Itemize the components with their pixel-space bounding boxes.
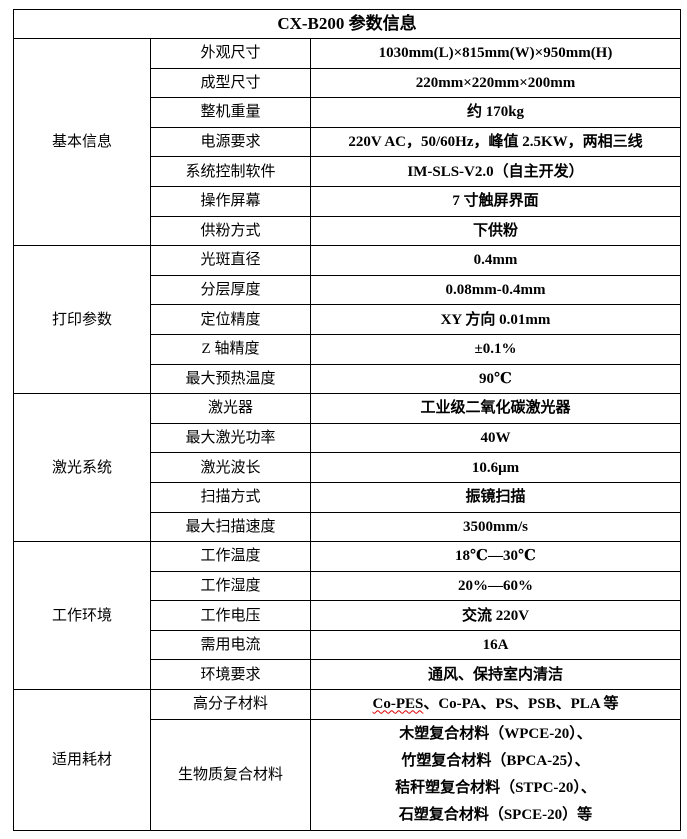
param-value: 20%—60% (310, 570, 681, 602)
param-label: 定位精度 (150, 304, 311, 335)
param-value: XY 方向 0.01mm (310, 304, 681, 335)
value-part: Co-PES (372, 696, 424, 713)
table-row: 供粉方式 下供粉 (14, 215, 681, 247)
param-label: 整机重量 (150, 97, 311, 128)
table-row: 工作环境 工作温度 18℃—30℃ (13, 541, 681, 691)
param-label: 需用电流 (150, 629, 311, 661)
param-value: 10.6μm (310, 452, 681, 483)
param-label: 电源要求 (150, 126, 311, 158)
param-value: 3500mm/s (310, 511, 681, 543)
param-label: 工作湿度 (150, 570, 311, 602)
group-name: 激光系统 (13, 393, 151, 543)
material-line: 木塑复合材料（WPCE-20）、 (399, 725, 592, 742)
param-value: 220mm×220mm×200mm (310, 67, 681, 99)
table-row: 适用耗材 高分子材料 Co-PES、Co-PA、PS、PSB、PLA 等 (13, 689, 681, 831)
table-row: 扫描方式 振镜扫描 (14, 481, 681, 513)
param-label: 光斑直径 (150, 245, 311, 276)
value-part: 、Co-PA、PS、PSB、PLA 等 (423, 696, 619, 713)
param-value: 1030mm(L)×815mm(W)×950mm(H) (310, 38, 681, 69)
param-label: 供粉方式 (150, 215, 311, 247)
param-label: 工作电压 (150, 600, 311, 631)
param-label: Z 轴精度 (150, 333, 311, 365)
table-row: 成型尺寸 220mm×220mm×200mm (14, 67, 681, 99)
param-value: 7 寸触屏界面 (310, 185, 681, 217)
table-row: 工作湿度 20%—60% (14, 570, 681, 602)
param-value: 90℃ (310, 363, 681, 395)
table-row: 分层厚度 0.08mm-0.4mm (14, 274, 681, 306)
param-value: 交流 220V (310, 600, 681, 631)
group-name: 工作环境 (13, 541, 151, 691)
group-name: 打印参数 (13, 245, 151, 395)
table-row: 基本信息 外观尺寸 1030mm(L)×815mm(W)×950mm(H) (13, 37, 681, 247)
param-label: 成型尺寸 (150, 67, 311, 99)
table-row: 定位精度 XY 方向 0.01mm (14, 304, 681, 335)
table-row: 激光波长 10.6μm (14, 452, 681, 483)
param-value: 0.08mm-0.4mm (310, 274, 681, 306)
param-value: ±0.1% (310, 333, 681, 365)
material-line: 竹塑复合材料（BPCA-25）、 (401, 752, 590, 769)
table-row: 生物质复合材料 木塑复合材料（WPCE-20）、 竹塑复合材料（BPCA-25）、秸… (14, 718, 681, 831)
param-label: 操作屏幕 (150, 185, 311, 217)
param-label: 工作温度 (150, 541, 311, 572)
param-value: 40W (310, 422, 681, 454)
param-label: 扫描方式 (150, 481, 311, 513)
table-title: CX-B200 参数信息 (13, 9, 681, 39)
material-line: 石塑复合材料（SPCE-20）等 (398, 806, 593, 823)
param-label: 激光波长 (150, 452, 311, 483)
param-value: 18℃—30℃ (310, 541, 681, 572)
table-row: 激光系统 激光器 工业级二氧化碳激光器 (13, 393, 681, 543)
table-row: 工作电压 交流 220V (14, 600, 681, 631)
table-row: 最大扫描速度 3500mm/s (14, 511, 681, 543)
param-label: 最大预热温度 (150, 363, 311, 395)
parameter-table: CX-B200 参数信息 基本信息 外观尺寸 1030mm(L)×815mm(W)×… (13, 9, 681, 831)
param-value: Co-PES、Co-PA、PS、PSB、PLA 等 (310, 689, 681, 720)
param-value: 16A (310, 629, 681, 661)
param-label: 分层厚度 (150, 274, 311, 306)
param-label: 最大扫描速度 (150, 511, 311, 543)
table-row: 打印参数 光斑直径 0.4mm (13, 245, 681, 395)
param-value: 木塑复合材料（WPCE-20）、 竹塑复合材料（BPCA-25）、 秸秆塑复合材料（… (310, 718, 681, 831)
table-row: 操作屏幕 7 寸触屏界面 (14, 185, 681, 217)
param-label: 高分子材料 (150, 689, 311, 720)
param-label: 生物质复合材料 (150, 718, 311, 831)
param-value: 工业级二氧化碳激光器 (310, 393, 681, 424)
param-value: 振镜扫描 (310, 481, 681, 513)
param-label: 外观尺寸 (150, 38, 311, 69)
param-value: 约 170kg (310, 97, 681, 128)
param-label: 环境要求 (150, 659, 311, 691)
param-label: 最大激光功率 (150, 422, 311, 454)
table-row: 最大预热温度 90℃ (14, 363, 681, 395)
param-label: 激光器 (150, 393, 311, 424)
table-row: 整机重量约 170kg (14, 97, 681, 128)
param-value: IM-SLS-V2.0（自主开发） (310, 156, 681, 187)
param-value: 0.4mm (310, 245, 681, 276)
material-line: 秸秆塑复合材料（STPC-20）、 (395, 779, 596, 796)
group-name: 基本信息 (13, 37, 151, 247)
group-name: 适用耗材 (13, 689, 151, 831)
param-value: 下供粉 (310, 215, 681, 247)
table-row: 电源要求 220V AC，50/60Hz，峰值 2.5KW，两相三线 (14, 126, 681, 158)
param-value: 通风、保持室内清洁 (310, 659, 681, 691)
param-label: 系统控制软件 (150, 156, 311, 187)
param-value: 220V AC，50/60Hz，峰值 2.5KW，两相三线 (310, 126, 681, 158)
table-row: 系统控制软件 IM-SLS-V2.0（自主开发） (14, 156, 681, 187)
